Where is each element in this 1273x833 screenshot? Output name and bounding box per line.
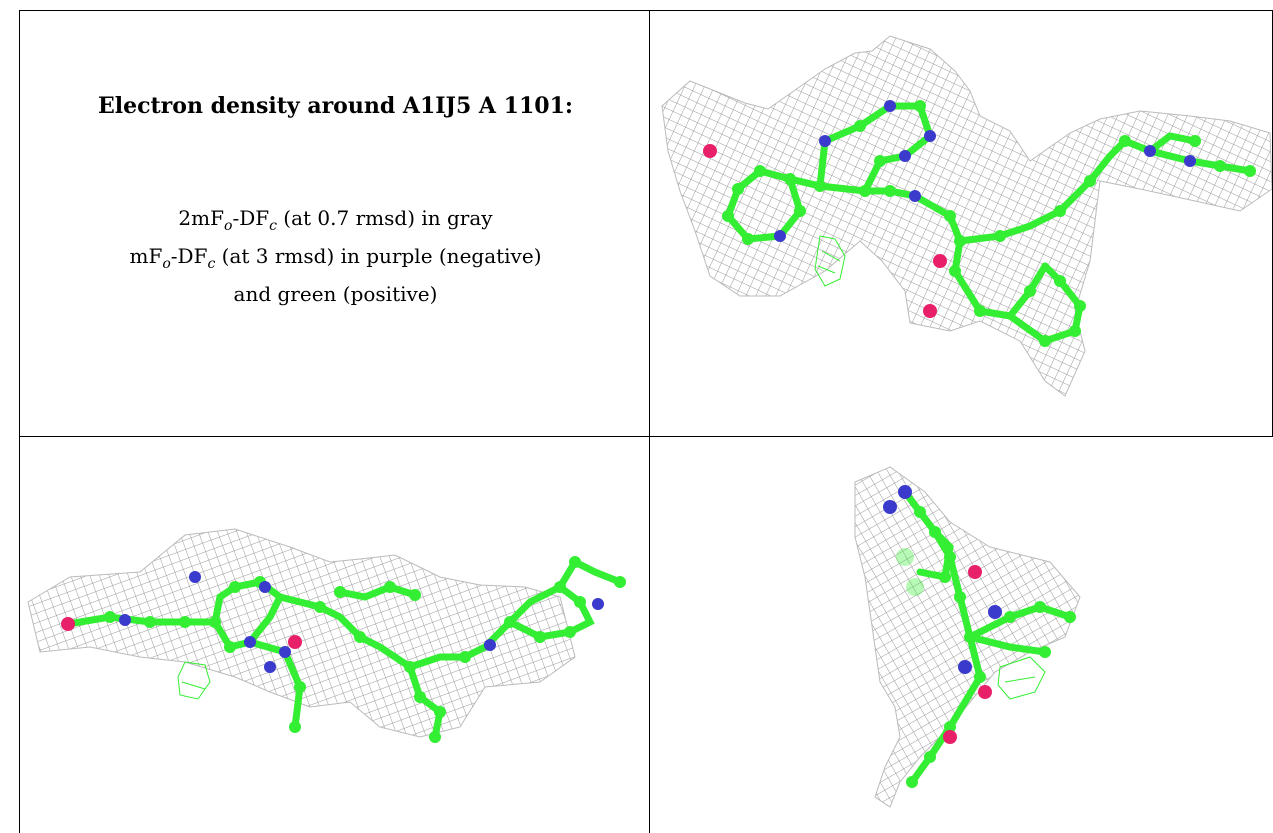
- ligand-atoms: [883, 485, 1076, 788]
- legend-line-positive: and green (positive): [233, 282, 438, 306]
- density-mesh: [27, 528, 576, 738]
- table-top-border: [19, 10, 1273, 11]
- ligand-atoms: [61, 556, 626, 743]
- density-view-bottom-right: [650, 437, 1272, 833]
- positive-difference-density: [177, 661, 211, 700]
- positive-difference-density: [814, 235, 846, 287]
- density-view-top-right: [650, 11, 1272, 436]
- ligand-atoms: [703, 100, 1256, 347]
- figure-table: Electron density around A1IJ5 A 1101: 2m…: [19, 10, 1273, 833]
- density-view-bottom-left: [20, 437, 649, 833]
- table-left-border: [19, 10, 20, 833]
- caption-cell: Electron density around A1IJ5 A 1101: 2m…: [20, 11, 649, 436]
- table-middle-border: [19, 436, 1273, 437]
- legend-line-2fo: 2mFo-DFc (at 0.7 rmsd) in gray: [178, 206, 493, 234]
- density-mesh: [661, 35, 1272, 397]
- caption-legend: 2mFo-DFc (at 0.7 rmsd) in gray mFo-DFc (…: [20, 203, 649, 309]
- legend-line-fo: mFo-DFc (at 3 rmsd) in purple (negative): [129, 244, 542, 272]
- positive-difference-density: [997, 656, 1046, 700]
- table-center-border: [649, 10, 650, 833]
- caption-title: Electron density around A1IJ5 A 1101:: [98, 93, 573, 119]
